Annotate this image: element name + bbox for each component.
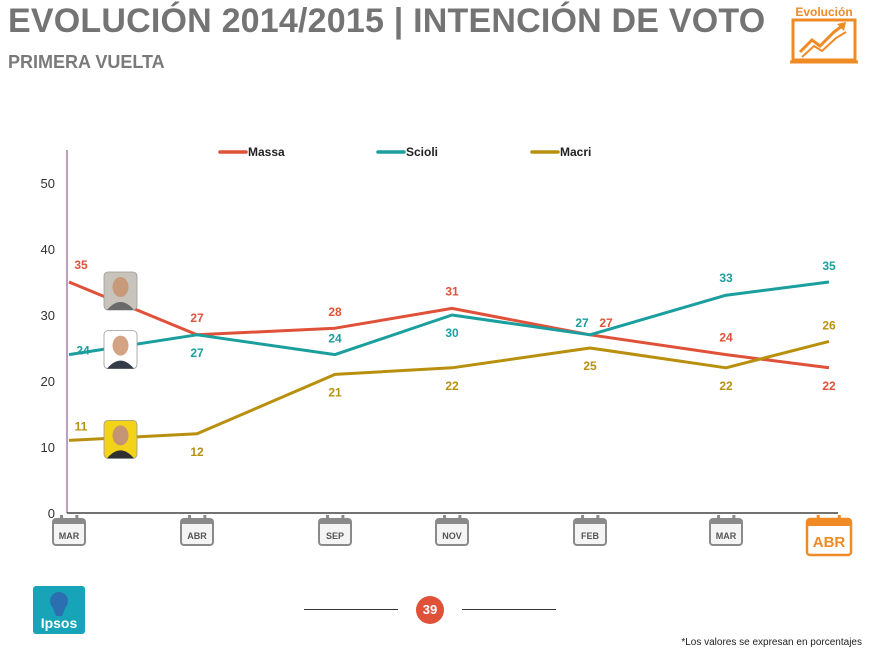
series-lines <box>68 280 830 442</box>
calendar-ring <box>188 515 192 522</box>
data-label-massa: 27 <box>599 316 613 330</box>
legend: Massa Scioli Macri <box>218 145 591 159</box>
avatar-suit <box>107 450 134 459</box>
legend-label-massa: Massa <box>248 145 285 159</box>
calendar-ring <box>837 515 841 522</box>
x-tick-mar-calendar: MAR <box>709 515 743 546</box>
calendar-ring <box>732 515 736 522</box>
data-label-scioli: 27 <box>190 346 204 360</box>
evolucion-badge: Evolución <box>786 2 862 66</box>
evolucion-badge-label: Evolución <box>795 5 853 19</box>
avatar-suit <box>107 302 134 310</box>
y-tick-label: 20 <box>41 374 55 389</box>
data-label-macri: 22 <box>719 379 733 393</box>
data-label-scioli: 27 <box>575 316 589 330</box>
data-label-macri: 12 <box>190 445 204 459</box>
calendar-ring <box>341 515 345 522</box>
x-tick-calendars: MAR ABR SEP NOV FEB MAR ABR <box>52 515 853 557</box>
x-tick-abr-calendar: ABR <box>180 515 214 546</box>
line-chart: 0 10 20 30 40 50 Massa Scioli Macri 35 27 28 31 27 2… <box>41 145 853 557</box>
x-tick-label: SEP <box>326 531 344 541</box>
trend-chart-icon <box>790 18 858 64</box>
calendar-header <box>710 519 742 524</box>
scioli-avatar <box>103 330 138 370</box>
page-title: EVOLUCIÓN 2014/2015 | INTENCIÓN DE VOTO <box>8 2 766 40</box>
ipsos-logo: Ipsos <box>33 586 85 634</box>
x-tick-label: MAR <box>716 531 737 541</box>
divider-right <box>462 609 556 610</box>
y-ticks: 0 10 20 30 40 50 <box>41 176 55 521</box>
series-line-scioli <box>68 280 830 357</box>
calendar-ring <box>816 515 820 522</box>
data-label-scioli: 35 <box>822 259 836 273</box>
data-label-macri: 25 <box>583 359 597 373</box>
data-label-massa: 27 <box>190 311 204 325</box>
avatar-face <box>112 425 129 446</box>
massa-avatar <box>103 271 138 311</box>
x-tick-label: FEB <box>581 531 600 541</box>
y-tick-label: 50 <box>41 176 55 191</box>
legend-label-macri: Macri <box>560 145 591 159</box>
calendar-ring <box>596 515 600 522</box>
data-label-massa: 24 <box>719 331 733 345</box>
y-tick-label: 0 <box>48 506 55 521</box>
data-label-scioli: 33 <box>719 271 733 285</box>
y-tick-label: 40 <box>41 242 55 257</box>
calendar-header <box>807 519 851 526</box>
x-tick-abr-calendar: ABR <box>805 515 853 557</box>
calendar-ring <box>458 515 462 522</box>
x-tick-label: ABR <box>813 534 846 551</box>
footnote: *Los valores se expresan en porcentajes <box>681 637 862 648</box>
calendar-header <box>319 519 351 524</box>
x-tick-label: NOV <box>442 531 462 541</box>
avatar-face <box>112 277 129 297</box>
calendar-header <box>436 519 468 524</box>
data-label-macri: 21 <box>328 385 342 399</box>
data-label-macri: 11 <box>75 419 88 433</box>
x-tick-sep-calendar: SEP <box>318 515 352 546</box>
y-tick-label: 30 <box>41 308 55 323</box>
calendar-ring <box>581 515 585 522</box>
avatar-face <box>112 335 129 356</box>
avatar-suit <box>107 360 134 369</box>
x-tick-label: MAR <box>59 531 80 541</box>
calendar-ring <box>203 515 207 522</box>
data-label-massa: 35 <box>74 258 88 272</box>
data-label-scioli: 24 <box>328 332 342 346</box>
calendar-header <box>53 519 85 524</box>
data-label-macri: 22 <box>445 379 459 393</box>
x-tick-nov-calendar: NOV <box>435 515 469 546</box>
data-label-massa: 22 <box>822 379 836 393</box>
calendar-header <box>574 519 606 524</box>
calendar-header <box>181 519 213 524</box>
ipsos-logo-text: Ipsos <box>40 615 78 631</box>
divider-left <box>304 609 398 610</box>
calendar-ring <box>326 515 330 522</box>
calendar-ring <box>443 515 447 522</box>
data-label-macri: 26 <box>822 318 836 332</box>
data-labels: 35 27 28 31 27 24 22 24 27 24 30 27 33 35 11 12 21 22 25 22… <box>74 258 836 459</box>
data-label-massa: 31 <box>445 284 459 298</box>
x-tick-feb-calendar: FEB <box>573 515 607 546</box>
y-tick-label: 10 <box>41 440 55 455</box>
x-tick-label: ABR <box>187 531 207 541</box>
calendar-ring <box>75 515 79 522</box>
page-subtitle: PRIMERA VUELTA <box>8 52 165 72</box>
page-number: 39 <box>416 596 444 624</box>
macri-avatar <box>103 419 138 459</box>
calendar-ring <box>60 515 64 522</box>
calendar-ring <box>717 515 721 522</box>
x-tick-mar-calendar: MAR <box>52 515 86 546</box>
data-label-massa: 28 <box>328 305 342 319</box>
candidate-avatars <box>103 271 138 459</box>
data-label-scioli: 30 <box>445 326 459 340</box>
series-line-macri <box>68 339 830 442</box>
data-label-scioli: 24 <box>76 344 90 358</box>
legend-label-scioli: Scioli <box>406 145 438 159</box>
